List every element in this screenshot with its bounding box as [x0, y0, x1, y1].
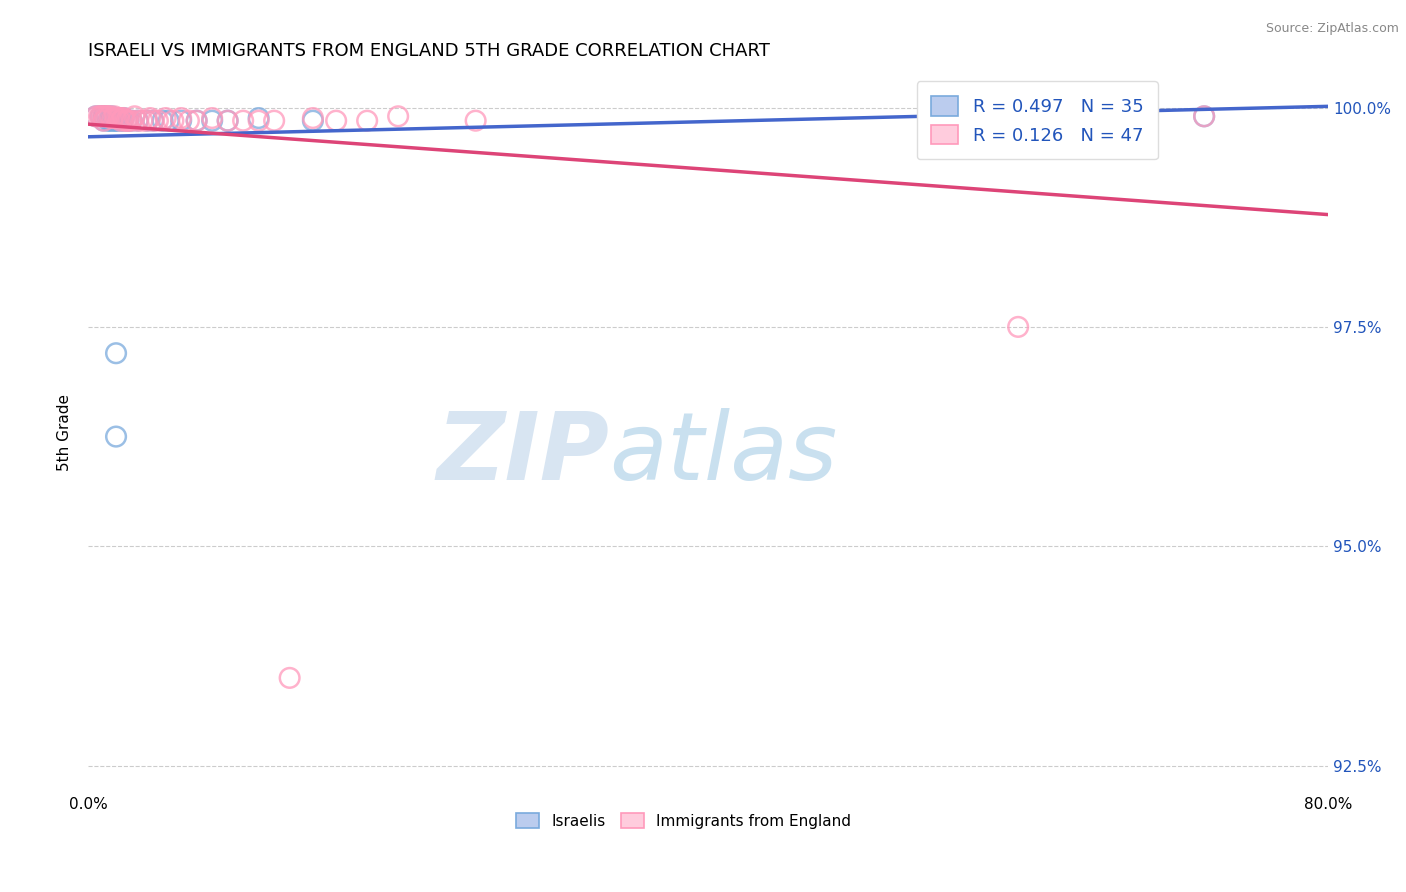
- Point: [110, 113, 132, 128]
- Point: [131, 113, 153, 128]
- Point: [97, 113, 120, 128]
- Point: [464, 113, 486, 128]
- Point: [302, 111, 325, 125]
- Point: [217, 113, 239, 128]
- Point: [121, 113, 143, 128]
- Point: [98, 109, 121, 123]
- Point: [100, 113, 122, 128]
- Point: [155, 111, 177, 125]
- Text: atlas: atlas: [609, 409, 837, 500]
- Point: [127, 113, 149, 128]
- Point: [117, 113, 139, 128]
- Text: Source: ZipAtlas.com: Source: ZipAtlas.com: [1265, 22, 1399, 36]
- Point: [100, 109, 122, 123]
- Point: [136, 113, 159, 128]
- Point: [186, 113, 208, 128]
- Point: [115, 113, 138, 128]
- Point: [117, 113, 139, 128]
- Point: [84, 109, 107, 123]
- Point: [105, 346, 128, 360]
- Point: [121, 113, 143, 128]
- Point: [93, 113, 115, 128]
- Point: [1192, 109, 1215, 123]
- Point: [1007, 109, 1029, 123]
- Point: [127, 113, 149, 128]
- Point: [247, 113, 270, 128]
- Point: [91, 109, 114, 123]
- Point: [201, 113, 224, 128]
- Point: [142, 113, 165, 128]
- Point: [93, 109, 115, 123]
- Point: [96, 109, 118, 123]
- Point: [170, 111, 193, 125]
- Point: [112, 111, 135, 125]
- Point: [93, 109, 115, 123]
- Point: [186, 113, 208, 128]
- Point: [976, 111, 998, 125]
- Point: [105, 111, 128, 125]
- Point: [97, 109, 120, 123]
- Point: [302, 113, 325, 128]
- Point: [142, 113, 165, 128]
- Point: [100, 111, 122, 125]
- Point: [146, 113, 169, 128]
- Point: [217, 113, 239, 128]
- Point: [356, 113, 378, 128]
- Point: [110, 113, 132, 128]
- Y-axis label: 5th Grade: 5th Grade: [58, 393, 72, 471]
- Point: [325, 113, 347, 128]
- Point: [177, 113, 200, 128]
- Point: [1192, 109, 1215, 123]
- Point: [105, 113, 128, 128]
- Point: [107, 111, 129, 125]
- Point: [139, 111, 162, 125]
- Point: [98, 113, 121, 128]
- Point: [105, 429, 128, 443]
- Point: [112, 111, 135, 125]
- Point: [96, 109, 118, 123]
- Point: [1007, 319, 1029, 334]
- Point: [108, 111, 131, 125]
- Point: [111, 111, 134, 125]
- Text: ISRAELI VS IMMIGRANTS FROM ENGLAND 5TH GRADE CORRELATION CHART: ISRAELI VS IMMIGRANTS FROM ENGLAND 5TH G…: [89, 42, 770, 60]
- Point: [247, 111, 270, 125]
- Point: [263, 113, 285, 128]
- Point: [157, 113, 180, 128]
- Point: [115, 113, 138, 128]
- Point: [201, 111, 224, 125]
- Point: [103, 109, 125, 123]
- Point: [94, 109, 117, 123]
- Point: [114, 113, 136, 128]
- Point: [124, 109, 146, 123]
- Point: [232, 113, 254, 128]
- Text: ZIP: ZIP: [436, 408, 609, 500]
- Point: [152, 113, 174, 128]
- Point: [387, 109, 409, 123]
- Point: [101, 111, 124, 125]
- Point: [136, 113, 159, 128]
- Point: [162, 113, 184, 128]
- Point: [108, 111, 131, 125]
- Point: [93, 113, 115, 128]
- Point: [87, 109, 110, 123]
- Point: [90, 109, 112, 123]
- Point: [103, 113, 125, 128]
- Point: [101, 111, 124, 125]
- Point: [90, 109, 112, 123]
- Point: [278, 671, 301, 685]
- Point: [84, 109, 107, 123]
- Point: [170, 113, 193, 128]
- Point: [111, 113, 134, 128]
- Point: [107, 111, 129, 125]
- Legend: Israelis, Immigrants from England: Israelis, Immigrants from England: [510, 806, 856, 835]
- Point: [105, 113, 128, 128]
- Point: [93, 109, 115, 123]
